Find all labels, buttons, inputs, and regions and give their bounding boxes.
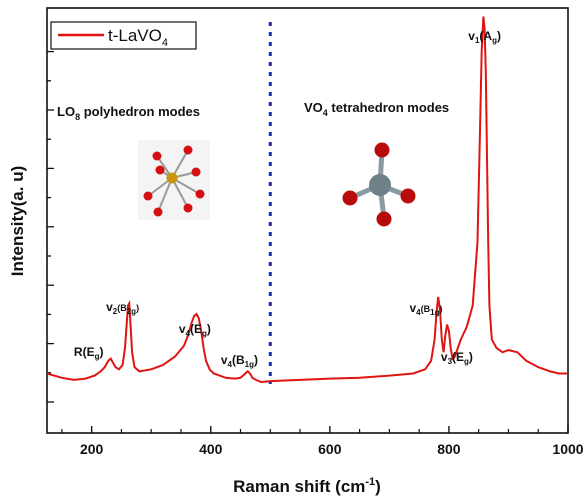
x-tick-label: 1000: [552, 441, 583, 457]
peak-annotation-label: v1(Ag): [468, 29, 501, 45]
vo4-tetrahedron-illustration: [342, 142, 416, 227]
lo8-polyhedron-illustration: [138, 140, 210, 220]
x-axis-label: Raman shift (cm-1): [233, 476, 381, 496]
series-line-t-lavo4: [46, 16, 568, 384]
x-tick-label: 600: [318, 441, 342, 457]
peak-annotation-label: v3(Eg): [441, 350, 473, 366]
peak-annotation-label: R(Eg): [74, 345, 104, 361]
x-tick-label: 400: [199, 441, 223, 457]
y-axis-ticks: [47, 50, 54, 403]
legend-series-label: t-LaVO4: [108, 26, 168, 49]
plot-frame: [46, 7, 569, 434]
peak-annotation-label: v4(B1g): [409, 301, 442, 317]
x-axis-ticks: 200 400 600 800 1000: [61, 426, 584, 457]
peak-annotations: R(Eg) v2(B2g) v4(Eg) v4(B1g) v4(B1g) v3(Eg) v1…: [74, 29, 501, 369]
y-axis-label: Intensity(a. u): [8, 166, 27, 277]
right-region-label: VO4 tetrahedron modes: [304, 100, 449, 118]
peak-annotation-label: v4(B1g): [221, 353, 258, 369]
x-tick-label: 800: [437, 441, 461, 457]
peak-annotation-label: v2(B2g): [106, 300, 139, 316]
legend: t-LaVO4: [50, 21, 197, 50]
x-tick-label: 200: [80, 441, 104, 457]
peak-annotation-label: v4(Eg): [179, 322, 211, 338]
left-region-label: LO8 polyhedron modes: [57, 104, 200, 122]
